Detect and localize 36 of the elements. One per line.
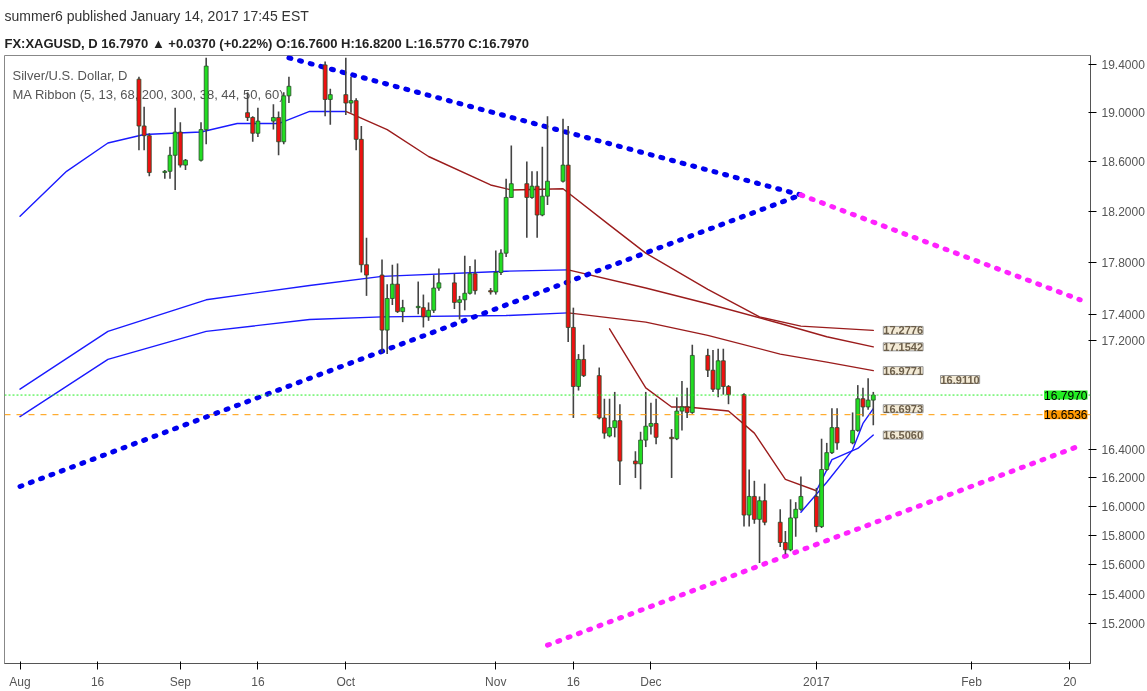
y-tick-label: 19.4000 [1101, 58, 1146, 73]
annotation: 16.9110 [940, 373, 980, 386]
x-tick-label: 2017 [803, 674, 831, 689]
y-tick-label: 15.8000 [1101, 528, 1146, 543]
x-tick-label: Feb [961, 674, 983, 689]
annotation: 16.9771 [883, 364, 924, 377]
x-tick-label: 16 [566, 674, 581, 689]
y-tick-label: 18.6000 [1101, 154, 1146, 169]
x-tick-label: Sep [169, 674, 192, 689]
annotation: 17.1542 [883, 340, 924, 353]
y-tick-label: 19.0000 [1101, 106, 1146, 121]
y-tick-label: 17.2000 [1101, 334, 1146, 349]
y-tick-label: 16.4000 [1101, 443, 1146, 458]
x-tick-label: 16 [90, 674, 105, 689]
y-tick-label: 15.2000 [1101, 617, 1146, 632]
y-tick-label: 16.0000 [1101, 499, 1146, 514]
y-tick-label: 16.2000 [1101, 471, 1146, 486]
x-tick-label: Nov [485, 674, 507, 689]
y-tick-label: 15.6000 [1101, 557, 1146, 572]
annotation: Silver/U.S. Dollar, D [12, 67, 128, 83]
y-tick-label: 17.8000 [1101, 255, 1146, 270]
ref-line-label: 16.7970 [1044, 388, 1088, 403]
y-tick-label: 17.4000 [1101, 307, 1146, 322]
x-tick-label: Dec [640, 674, 662, 689]
chart-subtitle: FX:XAGUSD, D 16.7970 ▲ +0.0370 (+0.22%) O:16.7600 H:16.8200 L:16.5770 C:16.7970 [4, 35, 530, 51]
x-tick-label: 16 [251, 674, 265, 689]
x-tick-label: Aug [9, 674, 31, 689]
x-tick-label: Oct [336, 674, 356, 689]
y-tick-label: 18.2000 [1101, 204, 1146, 219]
y-tick-label: 15.4000 [1101, 587, 1146, 602]
ref-line-label: 16.6536 [1044, 408, 1088, 423]
chart-title: summer6 published January 14, 2017 17:45 EST [4, 7, 310, 24]
annotation: 17.2776 [883, 324, 924, 337]
x-tick-label: 20 [1063, 674, 1077, 689]
annotation: 16.6973 [883, 402, 924, 415]
annotation: 16.5060 [883, 429, 924, 442]
